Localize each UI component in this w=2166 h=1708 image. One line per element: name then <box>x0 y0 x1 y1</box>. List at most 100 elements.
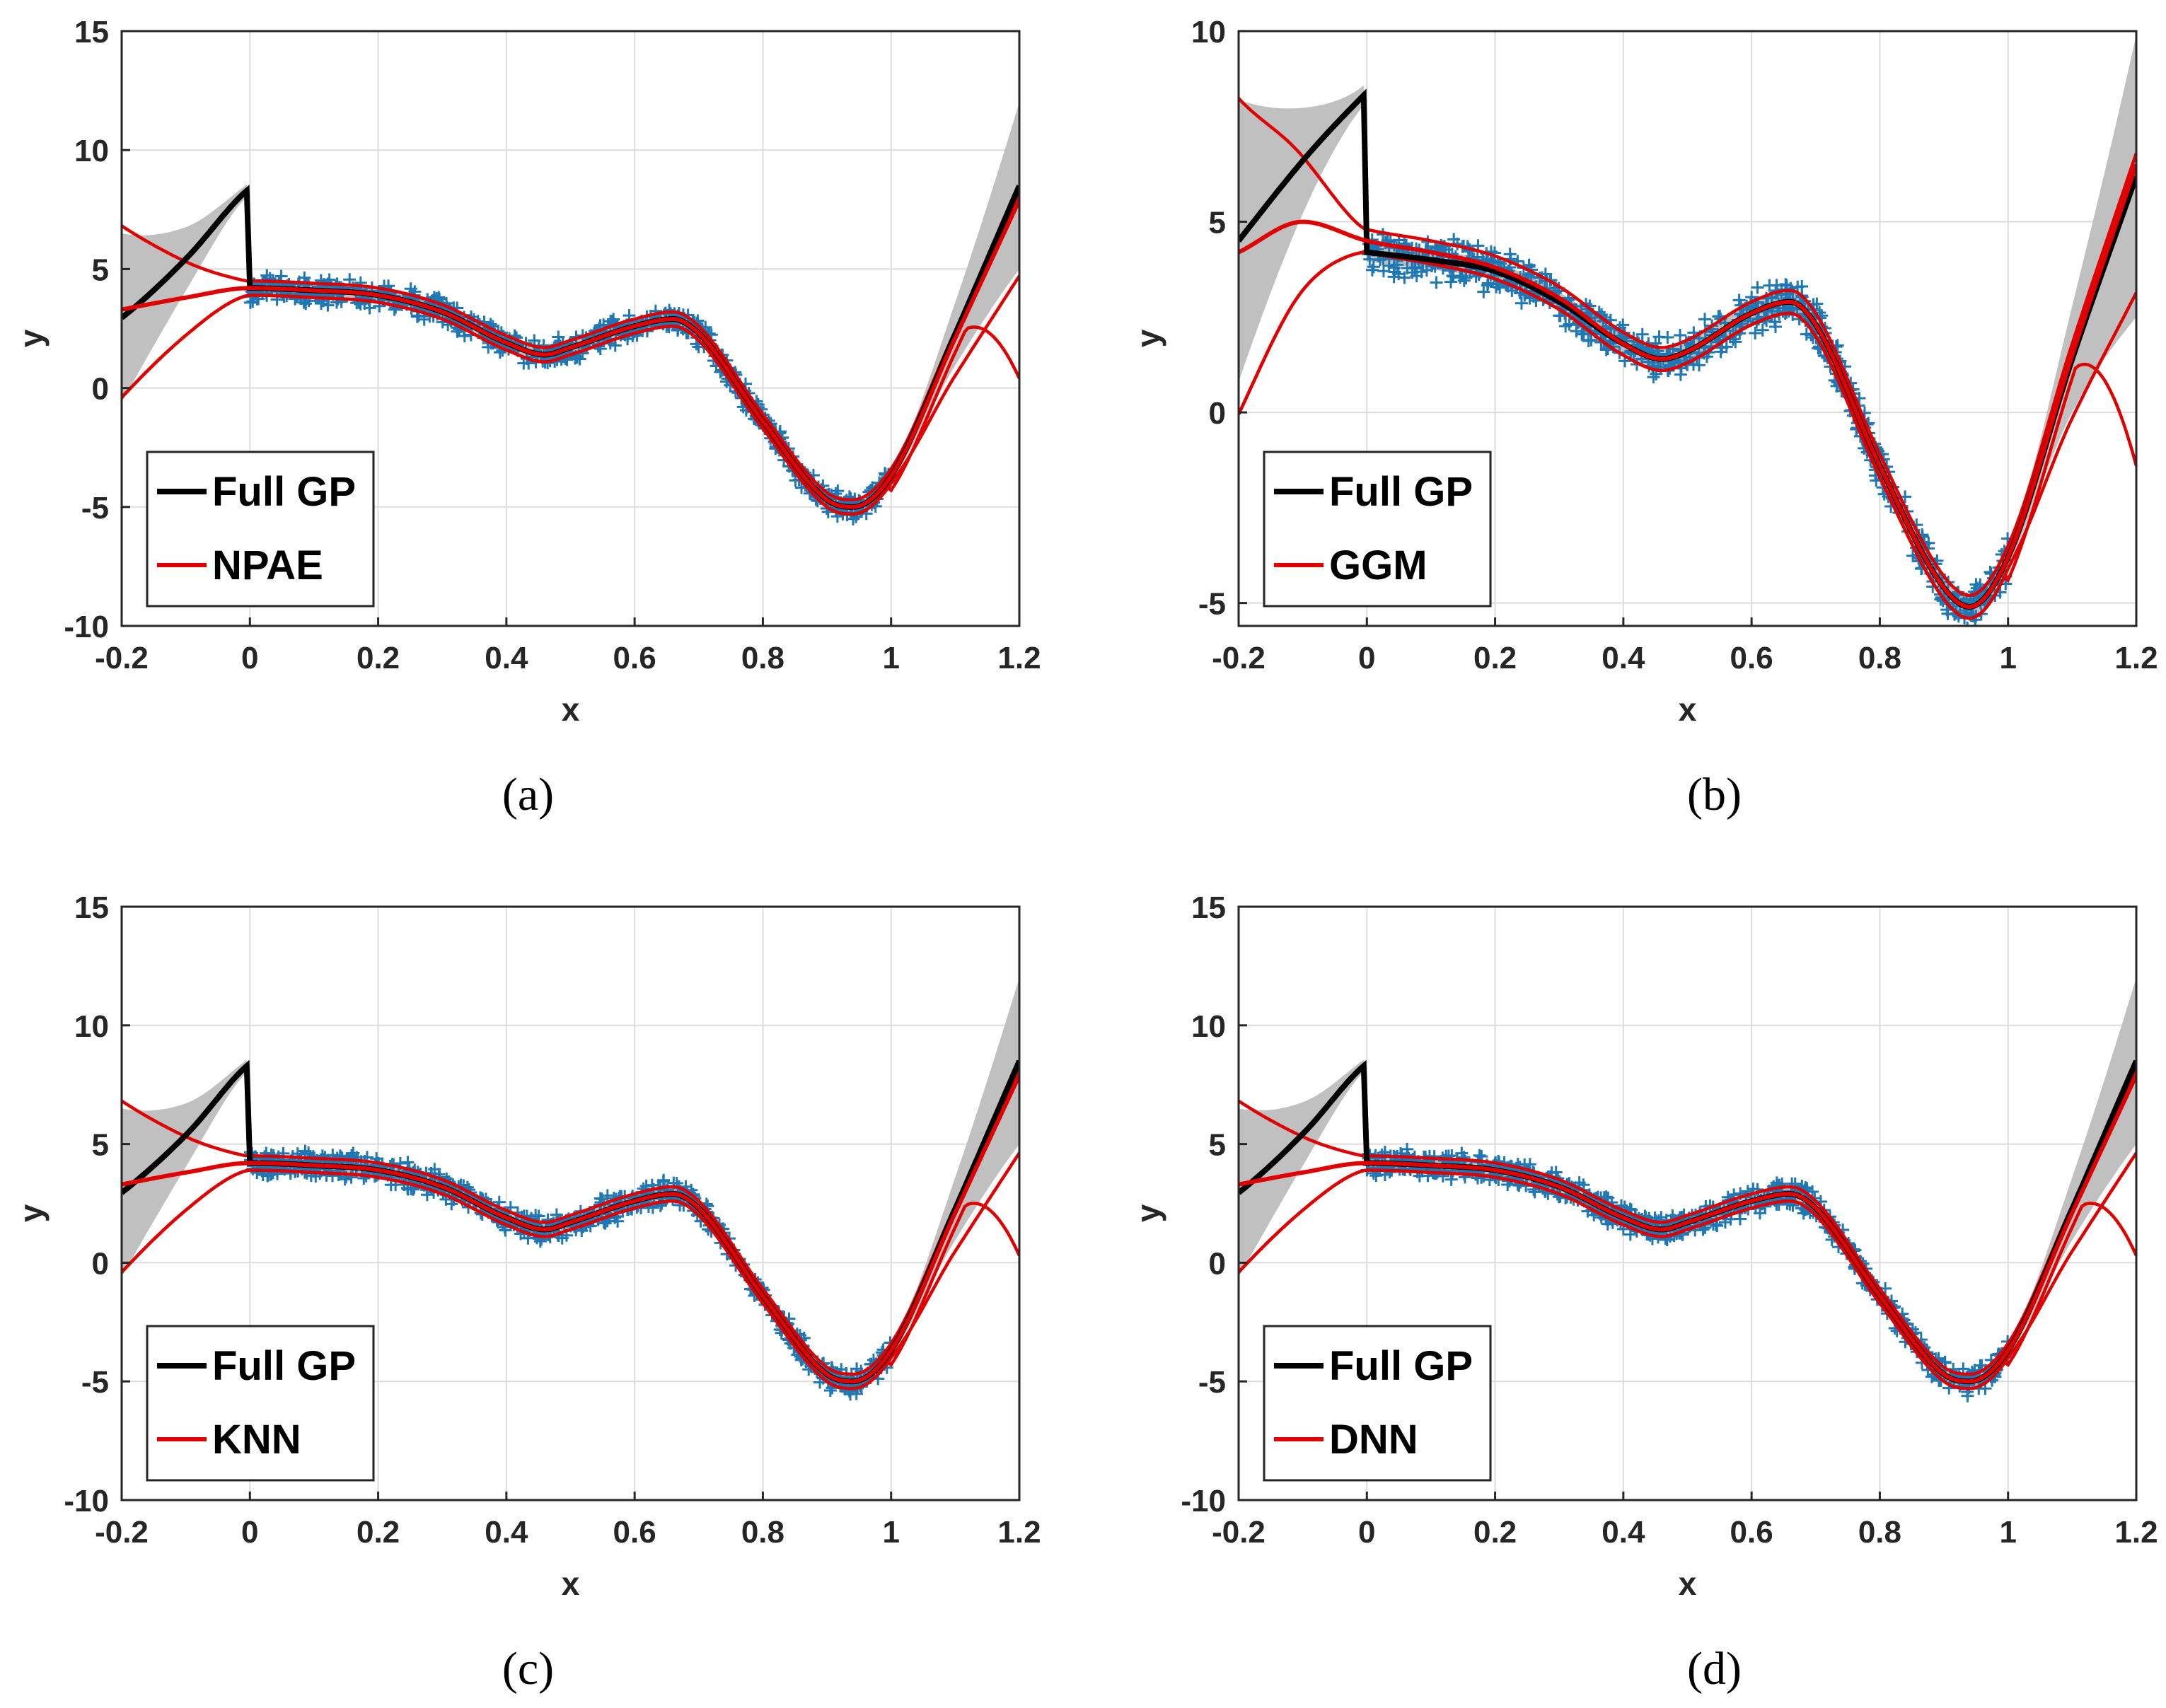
legend-label-method: DNN <box>1329 1417 1418 1463</box>
panel-caption: (d) <box>1687 1643 1742 1695</box>
y-tick-label: -5 <box>81 491 109 525</box>
observation-marker <box>1401 1142 1414 1156</box>
method-upper-ci-line <box>1239 1067 2136 1376</box>
observation-marker <box>432 291 446 304</box>
legend-label-full-gp: Full GP <box>1329 1343 1473 1389</box>
observation-marker <box>831 484 845 498</box>
x-tick-label: 1 <box>882 641 899 675</box>
legend: Full GP GGM <box>1263 451 1492 608</box>
axes-box <box>1237 30 2138 627</box>
y-axis-label: y <box>1130 329 1166 347</box>
x-tick-label: 1.2 <box>2114 641 2158 675</box>
observation-marker <box>1961 1389 1974 1402</box>
y-tick-label: 15 <box>74 15 109 50</box>
x-tick-label: 0.6 <box>613 641 656 675</box>
legend-label-method: GGM <box>1329 542 1427 588</box>
x-tick-label: 1.2 <box>997 641 1041 675</box>
y-tick-label: 5 <box>92 252 109 287</box>
y-axis-label: y <box>13 1204 50 1222</box>
y-tick-label: 15 <box>1191 890 1226 925</box>
legend: Full GP DNN <box>1263 1325 1492 1482</box>
x-tick-label: 0.6 <box>1730 1515 1773 1550</box>
axes-box <box>1237 905 2138 1501</box>
observation-marker <box>1477 285 1490 298</box>
panel-caption: (b) <box>1687 769 1742 820</box>
observation-marker <box>1430 276 1443 289</box>
observation-marker <box>607 313 620 326</box>
x-axis-label: x <box>562 691 580 728</box>
panel-caption: (a) <box>502 769 554 820</box>
y-tick-label: -10 <box>64 610 109 644</box>
legend-label-full-gp: Full GP <box>212 469 356 515</box>
legend-label-full-gp: Full GP <box>212 1343 356 1389</box>
observation-marker <box>1732 294 1746 307</box>
observation-marker <box>1698 313 1712 326</box>
panel-a: -0.2 0 0.2 0.4 0.6 0.8 1 1.2 -10 -5 0 5 10 15 x y Full G… <box>13 15 1041 820</box>
observation-marker <box>537 339 550 352</box>
observation-marker <box>1377 265 1390 278</box>
observation-marker <box>1367 260 1380 274</box>
observation-marker <box>325 1169 339 1183</box>
method-lower-ci-outer-line <box>122 294 1019 516</box>
legend: Full GP KNN <box>146 1325 375 1482</box>
x-tick-label: -0.2 <box>1212 641 1266 675</box>
x-tick-label: 0.8 <box>1858 1515 1901 1550</box>
x-tick-label: 0.8 <box>741 1515 784 1550</box>
x-tick-label: -0.2 <box>95 641 149 675</box>
observation-marker <box>1751 281 1764 294</box>
method-mean-line <box>122 199 1019 509</box>
x-tick-label: 0.2 <box>357 641 400 675</box>
legend-box <box>1263 1325 1492 1482</box>
observation-marker <box>1692 359 1705 372</box>
x-tick-label: 0.8 <box>741 641 784 675</box>
axes-box <box>120 905 1021 1501</box>
y-axis-label: y <box>13 329 50 347</box>
observation-marker <box>1365 263 1379 277</box>
observation-marker <box>1444 275 1458 289</box>
legend-label-method: KNN <box>212 1417 301 1463</box>
x-axis-label: x <box>1679 691 1697 728</box>
method-upper-ci-line <box>122 1067 1019 1376</box>
observation-marker <box>1391 258 1404 272</box>
axes-box <box>120 30 1021 627</box>
observation-marker <box>1515 296 1528 310</box>
observation-marker <box>1503 248 1517 261</box>
method-mean-line <box>122 1074 1019 1384</box>
legend-box <box>146 1325 375 1482</box>
x-tick-label: 1 <box>1999 641 2016 675</box>
y-tick-label: 0 <box>1209 396 1226 431</box>
observation-marker <box>1756 323 1769 337</box>
x-tick-label: 1 <box>882 1515 899 1550</box>
x-tick-label: 0.4 <box>485 1515 528 1550</box>
y-tick-label: -5 <box>81 1365 109 1400</box>
x-tick-label: 0 <box>1358 641 1375 675</box>
observation-marker <box>1490 280 1503 294</box>
method-mean-line <box>1239 1074 2136 1384</box>
observation-marker <box>1674 329 1687 342</box>
y-tick-label: 15 <box>74 890 109 925</box>
x-tick-label: -0.2 <box>95 1515 149 1550</box>
plot-content <box>122 102 1019 525</box>
x-axis-label: x <box>1679 1565 1697 1602</box>
observation-marker <box>1406 266 1419 279</box>
method-mean-line <box>1239 163 2136 610</box>
y-tick-label: 10 <box>74 134 109 168</box>
observation-marker <box>813 1376 827 1389</box>
x-tick-label: 0.2 <box>357 1515 400 1550</box>
panel-c: -0.2 0 0.2 0.4 0.6 0.8 1 1.2 -10 -5 0 5 10 15 x y Full G… <box>13 890 1041 1695</box>
x-tick-label: 0 <box>1358 1515 1375 1550</box>
panel-caption: (c) <box>502 1643 554 1695</box>
observation-marker <box>1966 621 1969 626</box>
method-upper-ci-line <box>1239 97 2136 598</box>
x-tick-label: -0.2 <box>1212 1515 1266 1550</box>
x-tick-label: 0.6 <box>1730 641 1773 675</box>
y-tick-label: 10 <box>74 1009 109 1044</box>
y-tick-label: 0 <box>92 1246 109 1281</box>
observation-marker <box>1763 279 1776 292</box>
panel-b: -0.2 0 0.2 0.4 0.6 0.8 1 1.2 -5 0 5 10 x y Full GP GGM (… <box>1130 15 2158 820</box>
plot-content <box>1239 977 2136 1402</box>
y-tick-label: 10 <box>1191 1009 1226 1044</box>
y-tick-label: -10 <box>1181 1484 1226 1518</box>
method-upper-ci-line <box>122 192 1019 501</box>
